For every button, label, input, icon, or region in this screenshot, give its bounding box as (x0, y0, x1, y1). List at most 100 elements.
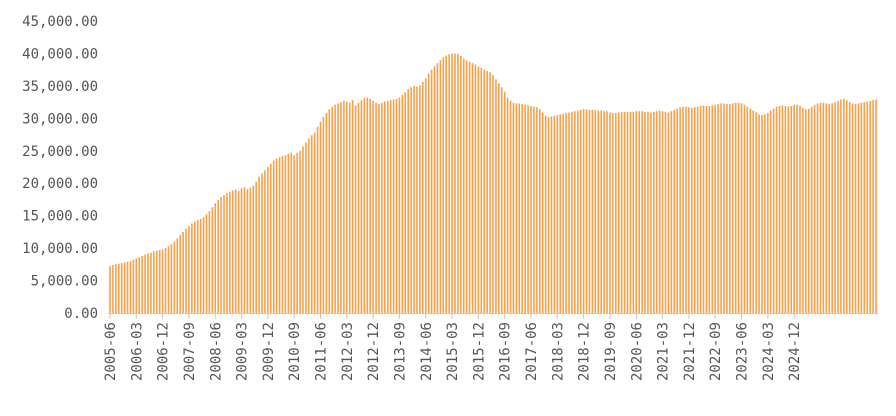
bar (641, 111, 643, 313)
x-tick-label: 2014-06 (419, 322, 435, 381)
bar (138, 257, 141, 313)
bar (676, 108, 678, 313)
bar (293, 155, 295, 313)
x-tick-label: 2013-09 (392, 322, 408, 381)
bar (790, 106, 793, 313)
bar (769, 110, 772, 313)
bar (822, 102, 825, 313)
bar (500, 87, 503, 313)
bar (614, 113, 617, 313)
bar (799, 106, 801, 313)
bar (343, 100, 345, 313)
bar (363, 98, 366, 313)
bar (354, 105, 357, 313)
bar (445, 55, 448, 313)
bar (737, 102, 740, 313)
bar (272, 160, 275, 313)
bar (863, 102, 866, 313)
bar (290, 152, 293, 313)
bar (366, 97, 369, 313)
x-tick-label: 2024-03 (761, 322, 777, 381)
bar (486, 70, 488, 314)
bar (325, 113, 328, 313)
bar (565, 113, 567, 313)
bar (401, 94, 404, 313)
bar (489, 72, 491, 313)
bar (331, 106, 333, 314)
bar (129, 261, 132, 313)
bar (524, 104, 526, 314)
bar (419, 85, 421, 314)
bar (155, 250, 158, 313)
bar (679, 107, 681, 313)
bar (460, 56, 462, 313)
bar (626, 111, 629, 313)
bar (258, 176, 260, 313)
bar (322, 117, 325, 313)
bar (416, 86, 418, 313)
bar (173, 241, 176, 313)
bar (381, 102, 383, 313)
bars-group (109, 53, 877, 314)
y-tick-label: 35,000.00 (22, 79, 98, 95)
bar (606, 111, 608, 313)
bar (480, 67, 483, 313)
bar (635, 111, 638, 313)
bar (834, 102, 836, 313)
x-tick-label: 2012-03 (340, 322, 356, 381)
bar (752, 110, 755, 313)
bar (574, 111, 576, 313)
bar (869, 100, 871, 313)
bar (229, 191, 231, 313)
bar (693, 107, 696, 313)
bar (188, 226, 190, 313)
y-axis: 0.00 5,000.00 10,000.00 15,000.00 20,000.00 2… (22, 14, 98, 322)
bar (787, 106, 790, 314)
bar (261, 173, 263, 313)
bar (492, 74, 494, 313)
bar (427, 73, 430, 313)
bar (772, 108, 775, 313)
bar (328, 109, 331, 313)
bar (743, 104, 746, 314)
bar (503, 91, 506, 313)
bar (436, 63, 439, 314)
x-tick-label: 2011-06 (314, 322, 330, 381)
bar (708, 106, 711, 313)
bar (267, 167, 269, 313)
bar (544, 115, 547, 314)
bar (217, 200, 219, 313)
bar (521, 104, 524, 313)
bar (691, 107, 693, 313)
bar (576, 110, 579, 313)
bar (264, 170, 266, 313)
bar (205, 214, 208, 313)
bar (237, 191, 240, 313)
bar (313, 132, 316, 313)
bar (571, 111, 573, 313)
bar (360, 100, 363, 313)
bar (617, 112, 620, 314)
bar (284, 155, 287, 313)
x-tick-label: 2008-06 (208, 322, 224, 381)
bar (208, 211, 211, 313)
y-tick-label: 10,000.00 (22, 241, 98, 257)
bar (196, 220, 199, 313)
bar (246, 189, 249, 313)
x-tick-label: 2009-03 (235, 322, 251, 381)
bar (746, 106, 749, 314)
y-tick-label: 0.00 (64, 306, 98, 322)
bar (375, 102, 377, 313)
x-tick-label: 2006-12 (156, 322, 172, 381)
bar (372, 100, 374, 313)
x-tick-label: 2023-06 (735, 322, 751, 381)
y-tick-label: 5,000.00 (31, 274, 98, 290)
bar (170, 244, 173, 313)
bar (655, 111, 658, 313)
bar (845, 100, 848, 313)
bar (223, 194, 225, 313)
bar (249, 187, 252, 313)
bar (386, 100, 389, 313)
bar (536, 107, 538, 313)
bar (141, 255, 143, 313)
